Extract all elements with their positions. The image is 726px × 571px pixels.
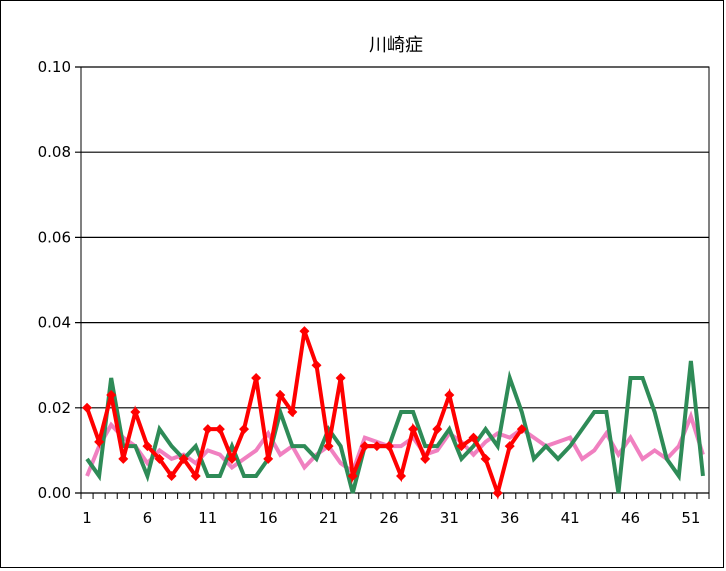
- series-3-point: [299, 326, 310, 337]
- series-3-point: [420, 453, 431, 464]
- series-3-point: [311, 360, 322, 371]
- series-3-point: [202, 424, 213, 435]
- series-3-point: [396, 470, 407, 481]
- x-tick-label: 26: [379, 509, 398, 527]
- series-3-point: [516, 424, 527, 435]
- x-tick-label: 21: [319, 509, 338, 527]
- x-tick-label: 51: [681, 509, 700, 527]
- series-3-point: [214, 424, 225, 435]
- series-3-point: [178, 453, 189, 464]
- y-tick-label: 0.02: [38, 399, 71, 417]
- series-3-point: [130, 407, 141, 418]
- x-tick-label: 36: [500, 509, 519, 527]
- series-line-2: [85, 360, 705, 494]
- series-3-point: [347, 470, 358, 481]
- y-tick-label: 0.06: [38, 228, 71, 246]
- x-tick-label: 11: [198, 509, 217, 527]
- series-3-point: [468, 432, 479, 443]
- y-tick-label: 0.04: [38, 314, 71, 332]
- series-3-point: [383, 441, 394, 452]
- x-tick-label: 31: [440, 509, 459, 527]
- series-3-point: [504, 441, 515, 452]
- series-3-point: [492, 488, 503, 498]
- series-3-point: [82, 402, 93, 413]
- series-3-point: [226, 453, 237, 464]
- series-group: [82, 326, 705, 500]
- series-3-point: [444, 390, 455, 401]
- series-3-point: [275, 390, 286, 401]
- series-3-point: [142, 441, 153, 452]
- series-3-point: [190, 470, 201, 481]
- series-line-1: [85, 410, 705, 477]
- series-3-point: [94, 436, 105, 447]
- series-3-point: [106, 390, 117, 401]
- chart-title: 川崎症: [369, 35, 423, 56]
- series-3-point: [432, 424, 443, 435]
- series-3-point: [287, 407, 298, 418]
- y-tick-label: 0.00: [38, 484, 71, 502]
- x-tick-label: 16: [259, 509, 278, 527]
- y-tick-label: 0.08: [38, 143, 71, 161]
- y-tick-label: 0.10: [38, 58, 71, 76]
- y-axis-ticks: 0.00 0.02 0.04 0.06 0.08 0.10: [38, 58, 71, 502]
- series-3-point: [335, 372, 346, 383]
- series-3-point: [251, 372, 262, 383]
- x-tick-label: 46: [621, 509, 640, 527]
- series-3-point: [408, 424, 419, 435]
- series-3-point: [480, 453, 491, 464]
- series-3-point: [323, 441, 334, 452]
- series-3-point: [456, 441, 467, 452]
- series-3-point: [359, 441, 370, 452]
- x-tick-label: 41: [561, 509, 580, 527]
- x-tick-label: 6: [143, 509, 153, 527]
- x-axis-ticks: 1 6 11 16 21 26 31 36 41 46 51: [80, 493, 710, 527]
- series-3-point: [118, 453, 129, 464]
- grid-lines: [75, 66, 710, 494]
- x-tick-label: 1: [82, 509, 92, 527]
- series-3-point: [239, 424, 250, 435]
- series-3-point: [371, 441, 382, 452]
- series-3-point: [166, 470, 177, 481]
- series-3-point: [263, 453, 274, 464]
- series-3-point: [154, 453, 165, 464]
